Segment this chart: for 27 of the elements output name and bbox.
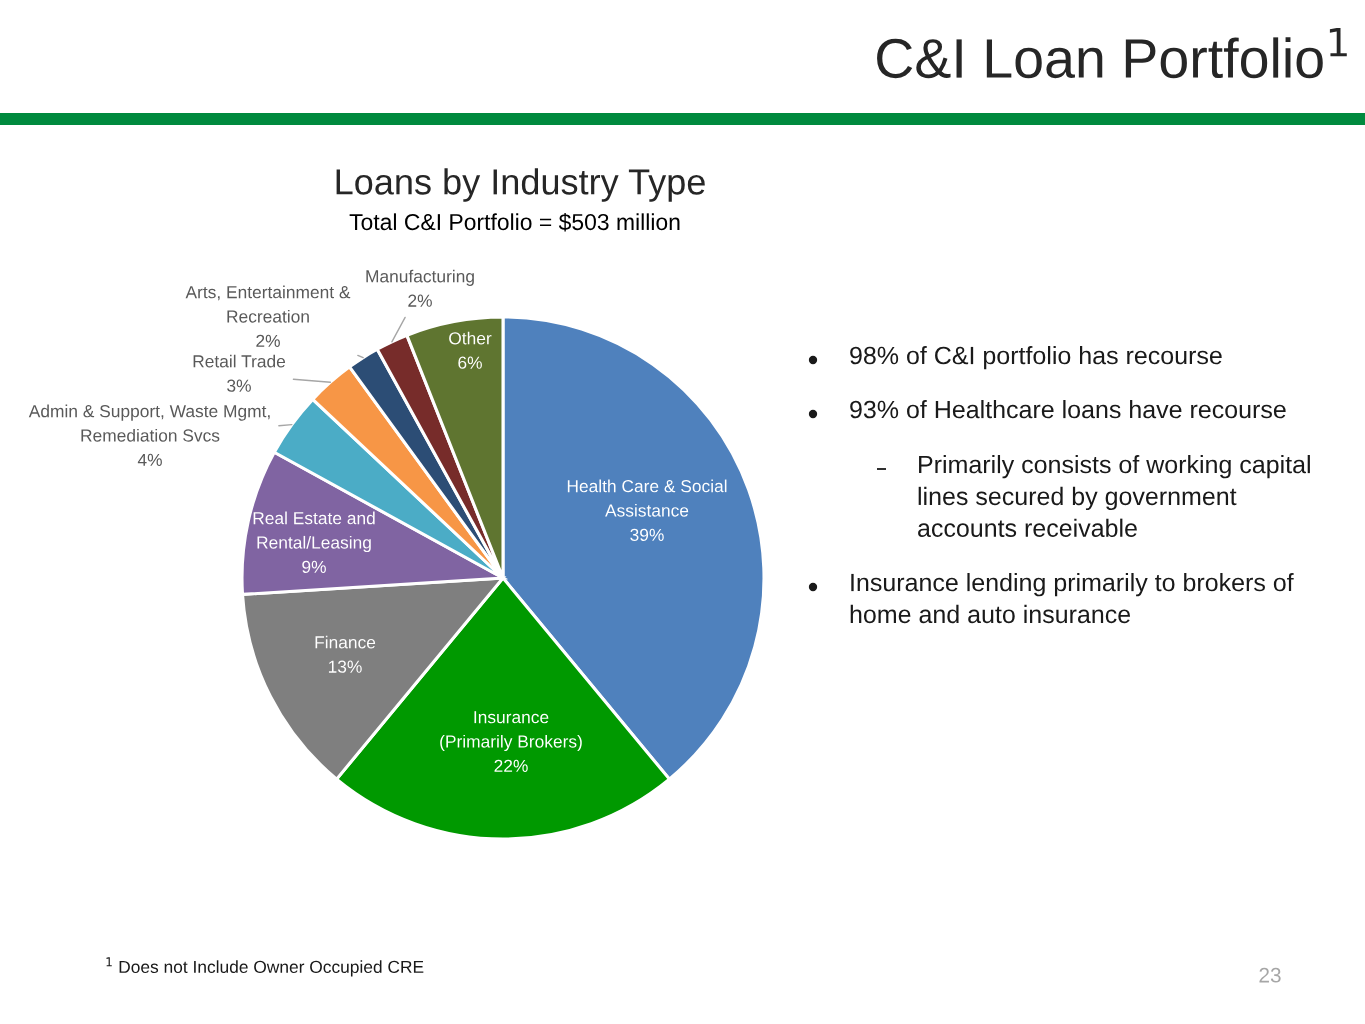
data-label: 2% [408, 294, 432, 307]
text: Primarily consists of working capital lines secured by government accounts receivable [918, 455, 1310, 537]
slice-label: Retail Trade [193, 354, 286, 368]
data-label: 39% [630, 528, 664, 542]
data-label: 13% [328, 660, 362, 673]
text: 23 [1259, 967, 1281, 983]
data-label: 4% [137, 453, 162, 466]
text: $^{1}$ Does not Include Owner Occupied CRE [106, 957, 424, 977]
data-label: 6% [458, 356, 482, 369]
slice-label: Other [449, 331, 492, 345]
slice-label: Real Estate and Rental/Leasing [253, 511, 375, 553]
chart-subtitle: Total C&I Portfolio = $503 million [349, 212, 680, 232]
text: Insurance lending primarily to brokers of home and auto insurance [850, 573, 1294, 624]
slice-label: Health Care & Social Assistance [567, 479, 727, 517]
data-label: 2% [256, 334, 280, 347]
text: 93% of Healthcare loans have recourse [850, 400, 1286, 419]
slice-label: Manufacturing [366, 269, 474, 286]
chart-title: Loans by Industry Type [336, 168, 705, 202]
slice-label: Admin & Support, Waste Mgmt, Remediation Svcs [28, 404, 270, 442]
slice-label: Insurance (Primarily Brokers) [440, 711, 582, 752]
data-label: 22% [494, 759, 528, 772]
text: C&I Loan Portfolio$^{1}$ [877, 28, 1347, 79]
data-label: 9% [302, 560, 326, 574]
slice-label: Arts, Entertainment & Recreation [185, 285, 351, 323]
slice-label: Finance [315, 635, 376, 649]
text: 98% of C&I portfolio has recourse [850, 346, 1222, 370]
data-label: 3% [227, 379, 251, 392]
